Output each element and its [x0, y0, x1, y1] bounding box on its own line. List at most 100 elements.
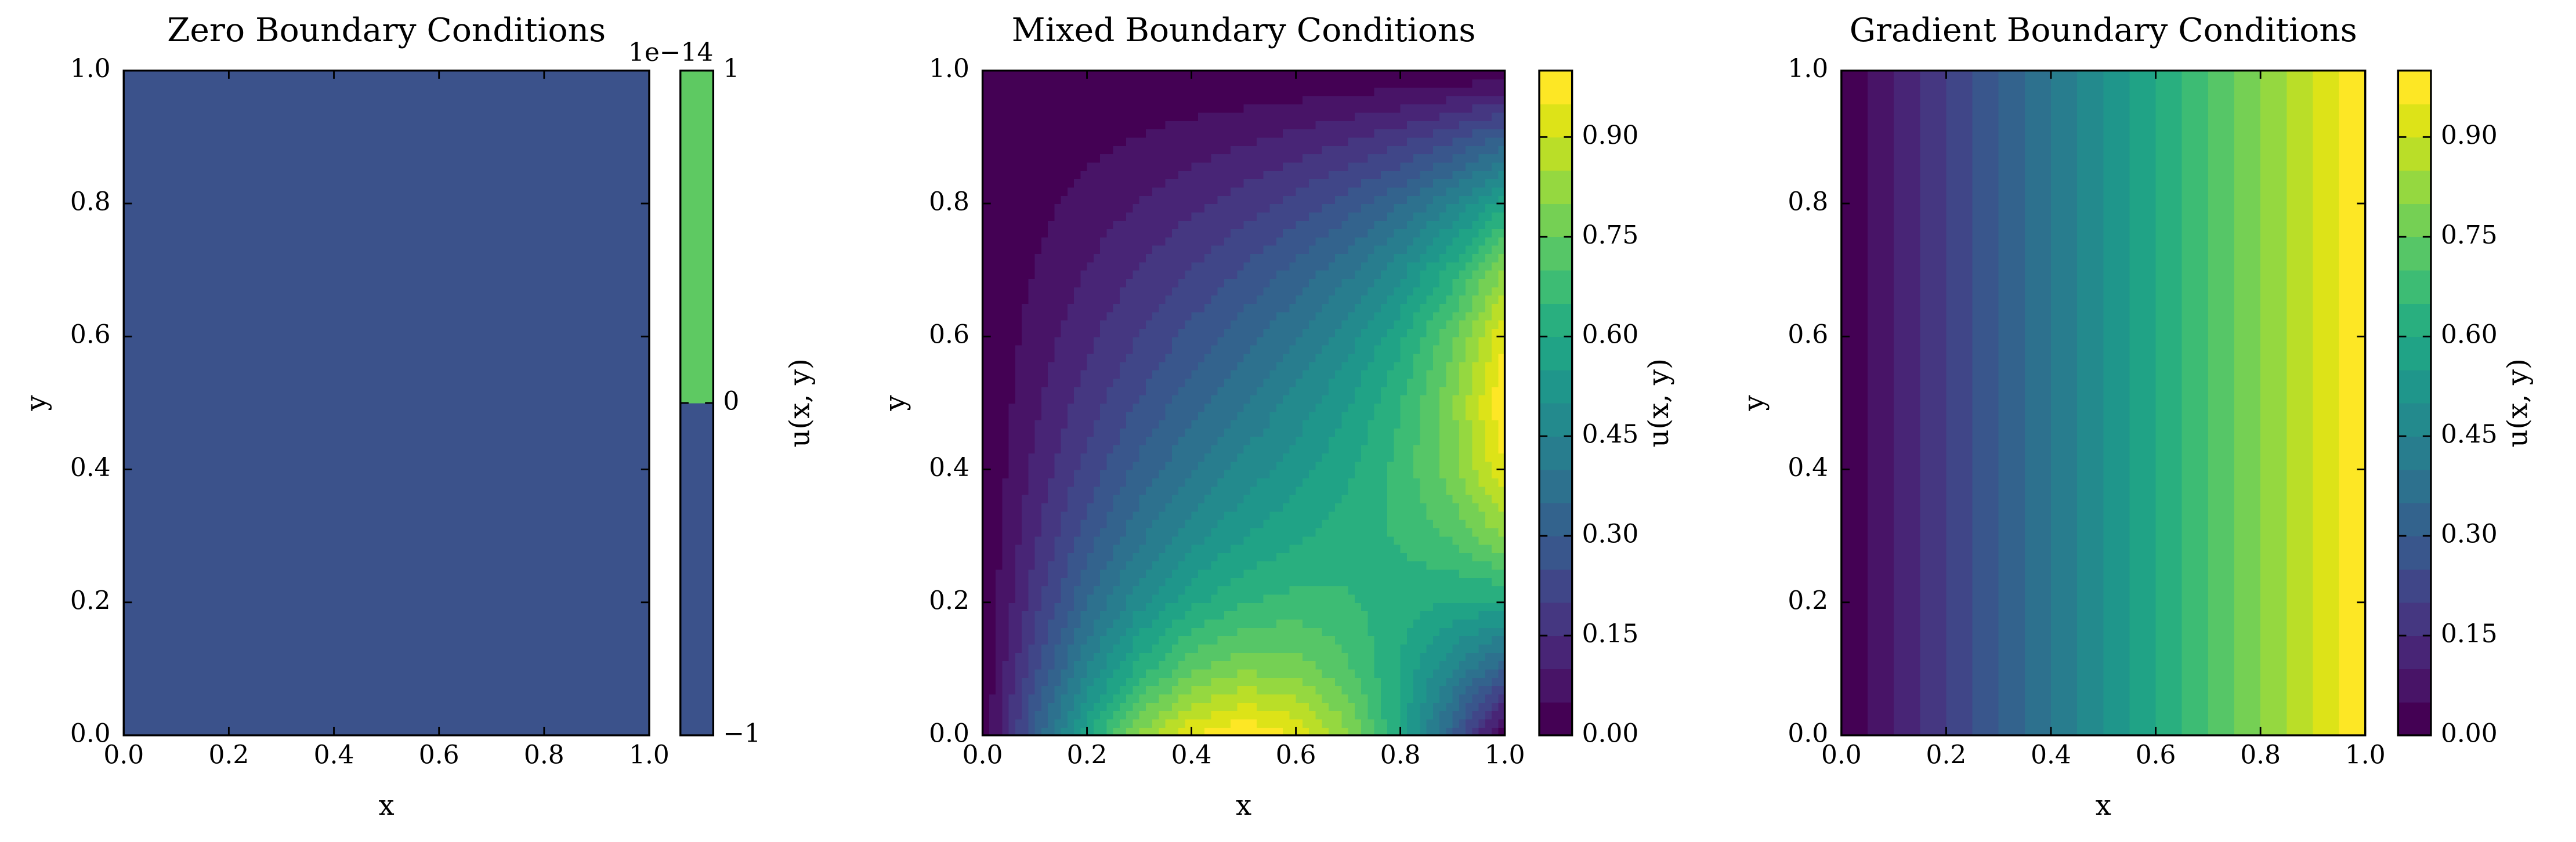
- contour-cell: [1361, 353, 1369, 362]
- contour-cell: [1420, 402, 1427, 412]
- contour-cell: [1217, 444, 1225, 453]
- contour-cell: [989, 677, 997, 687]
- contour-cell: [1093, 494, 1101, 503]
- contour-cell: [1197, 577, 1206, 587]
- contour-cell: [1348, 328, 1355, 337]
- contour-cell: [1171, 652, 1180, 662]
- contour-cell: [1061, 718, 1068, 728]
- contour-cell: [1178, 336, 1186, 346]
- contour-cell: [1034, 253, 1042, 263]
- contour-cell: [1459, 411, 1467, 420]
- contour-cell: [1204, 636, 1212, 645]
- contour-cell: [1406, 452, 1414, 462]
- contour-cell: [1061, 611, 1068, 620]
- contour-cell: [1400, 677, 1408, 687]
- contour-cell: [1224, 611, 1232, 620]
- contour-cell: [989, 536, 997, 545]
- contour-cell: [1354, 444, 1362, 453]
- contour-cell: [1113, 685, 1120, 695]
- contour-cell: [1048, 477, 1055, 487]
- contour-cell: [1171, 419, 1180, 429]
- contour-cell: [1231, 378, 1238, 387]
- contour-cell: [1237, 619, 1244, 628]
- contour-cell: [1126, 203, 1134, 213]
- contour-cell: [1341, 378, 1349, 387]
- contour-cell: [1498, 569, 1506, 578]
- contour-cell: [1478, 569, 1486, 578]
- contour-cell: [1022, 436, 1029, 445]
- contour-cell: [1315, 253, 1323, 263]
- contour-cell: [1296, 586, 1303, 595]
- contour-cell: [1302, 694, 1310, 703]
- contour-cell: [1478, 644, 1486, 653]
- contour-cell: [1165, 262, 1173, 271]
- contour-cell: [1022, 452, 1029, 462]
- contour-cell: [1074, 245, 1081, 255]
- contour-cell: [1348, 569, 1355, 578]
- contour-cell: [1406, 519, 1414, 528]
- contour-cell: [1296, 386, 1303, 395]
- contour-cell: [1145, 519, 1153, 528]
- contour-cell: [1439, 419, 1447, 429]
- contour-cell: [1309, 669, 1316, 678]
- contour-cell: [1406, 386, 1414, 395]
- contour-cell: [1452, 669, 1460, 678]
- contour-cell: [996, 660, 1003, 670]
- contour-cell: [1367, 419, 1375, 429]
- contour-cell: [1041, 203, 1049, 213]
- contour-cell: [1028, 619, 1036, 628]
- contour-cell: [1283, 344, 1290, 354]
- contour-cell: [1093, 295, 1101, 304]
- contour-cell: [1374, 461, 1381, 470]
- contour-cell: [1080, 536, 1088, 545]
- contour-cell: [1178, 561, 1186, 570]
- contour-cell: [1283, 378, 1290, 387]
- contour-cell: [1335, 361, 1343, 371]
- contour-cell: [989, 336, 997, 346]
- contour-cell: [996, 237, 1003, 246]
- contour-cell: [1002, 536, 1010, 545]
- contour-cell: [1237, 536, 1244, 545]
- contour-cell: [1426, 669, 1434, 678]
- contour-cell: [1348, 295, 1355, 304]
- contour-cell: [1335, 519, 1343, 528]
- contour-cell: [1466, 644, 1473, 653]
- contour-cell: [1348, 494, 1355, 503]
- contour-cell: [1348, 469, 1355, 478]
- contour-cell: [1139, 619, 1146, 628]
- contour-cell: [1315, 727, 1323, 736]
- contour-cell: [1289, 594, 1297, 603]
- contour-cell: [1485, 644, 1493, 653]
- contour-cell: [1106, 477, 1114, 487]
- contour-cell: [1328, 718, 1336, 728]
- contour-cell: [1015, 328, 1023, 337]
- contour-cell: [1400, 569, 1408, 578]
- contour-cell: [1459, 527, 1467, 537]
- contour-cell: [1008, 527, 1016, 537]
- contour-cell: [1028, 727, 1036, 736]
- contour-cell: [1080, 586, 1088, 595]
- contour-cell: [1178, 427, 1186, 437]
- contour-cell: [1439, 286, 1447, 296]
- contour-cell: [1380, 627, 1388, 637]
- contour-cell: [996, 652, 1003, 662]
- contour-cell: [1204, 669, 1212, 678]
- contour-cell: [1100, 452, 1108, 462]
- contour-cell: [1106, 677, 1114, 687]
- contour-cell: [1269, 727, 1277, 736]
- contour-cell: [1106, 328, 1114, 337]
- contour-cell: [1367, 494, 1375, 503]
- contour-cell: [982, 402, 990, 412]
- contour-cell: [1100, 544, 1108, 553]
- contour-cell: [1113, 444, 1120, 453]
- contour-cell: [982, 320, 990, 329]
- contour-cell: [1472, 569, 1479, 578]
- contour-cell: [1224, 378, 1232, 387]
- contour-cell: [1087, 212, 1094, 221]
- contour-cell: [1459, 452, 1467, 462]
- contour-cell: [1159, 411, 1166, 420]
- contour-cell: [1054, 212, 1062, 221]
- contour-cell: [1067, 320, 1075, 329]
- contour-cell: [1061, 594, 1068, 603]
- contour-cell: [1380, 710, 1388, 720]
